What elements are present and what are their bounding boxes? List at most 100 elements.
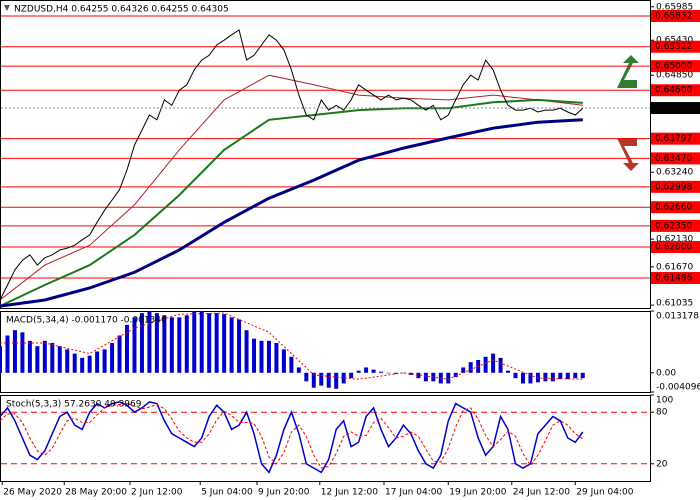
macd-bar <box>229 317 234 373</box>
macd-bar <box>513 372 518 379</box>
y-tick-label: 20 <box>656 459 668 469</box>
macd-bar <box>416 372 421 379</box>
macd-bar <box>35 346 40 373</box>
macd-bar <box>311 372 316 388</box>
moving-average-line <box>0 118 583 308</box>
macd-bar <box>274 342 279 373</box>
macd-signal-line <box>0 312 583 380</box>
macd-bar <box>117 335 122 373</box>
macd-bar <box>386 372 391 374</box>
y-tick-label: 0.65985 <box>656 2 693 12</box>
macd-bar <box>192 310 197 373</box>
level-label: 0.63797 <box>655 134 692 144</box>
level-label: 0.62998 <box>655 182 692 192</box>
x-tick-label: 28 May 20:00 <box>65 488 127 498</box>
level-label-box <box>651 84 700 97</box>
level-label: 0.61486 <box>655 273 692 283</box>
main-panel-frame <box>0 0 651 309</box>
y-tick-label: 0.013178 <box>656 312 699 322</box>
macd-bar <box>57 346 62 373</box>
macd-bar <box>379 371 384 373</box>
level-label-box <box>651 132 700 145</box>
level-label: 0.64600 <box>655 86 692 96</box>
macd-bar <box>139 313 144 373</box>
macd-bar <box>349 372 354 379</box>
macd-bar <box>0 346 2 373</box>
x-tick-label: 2 Jun 12:00 <box>131 488 183 498</box>
x-tick-label: 9 Jun 20:00 <box>258 488 310 498</box>
y-tick-label: -0.004096 <box>656 383 700 393</box>
level-label-box <box>651 152 700 165</box>
moving-average-line <box>0 74 583 301</box>
y-tick-label: 0.00 <box>656 368 676 378</box>
macd-bar <box>147 310 152 373</box>
y-tick-label: 100 <box>656 396 673 406</box>
y-tick-label: 0.64850 <box>656 71 693 81</box>
y-tick-label: 0.62130 <box>656 235 693 245</box>
panel-title: NZDUSD,H4 0.64255 0.64326 0.64255 0.6430… <box>14 5 229 15</box>
level-label: 0.65322 <box>655 42 692 52</box>
macd-bar <box>12 330 17 373</box>
macd-bar <box>80 357 85 373</box>
macd-bar <box>154 313 159 373</box>
macd-bar <box>222 314 227 373</box>
macd-bar <box>252 338 257 373</box>
macd-bar <box>423 372 428 382</box>
macd-bar <box>453 372 458 378</box>
macd-bar <box>199 310 204 373</box>
macd-bar <box>506 370 511 373</box>
macd-bar <box>319 372 324 386</box>
macd-bar <box>20 332 25 373</box>
level-label: 0.65000 <box>655 62 692 72</box>
macd-bar <box>259 340 264 373</box>
level-label: 0.62000 <box>655 242 692 252</box>
x-tick-label: 12 Jun 12:00 <box>321 488 378 498</box>
macd-bar <box>565 372 570 380</box>
macd-bar <box>341 372 346 384</box>
x-tick-label: 24 Jun 12:00 <box>513 488 570 498</box>
symbol-icon <box>4 5 10 11</box>
macd-bar <box>266 340 271 373</box>
panel-title: Stoch(5,3,3) 57.2630 49.3969 <box>6 400 142 410</box>
macd-bar <box>520 372 525 384</box>
macd-bar <box>50 342 55 373</box>
macd-bar <box>27 340 32 373</box>
macd-bar <box>543 372 548 382</box>
macd-bar <box>296 367 301 373</box>
macd-bar <box>244 330 249 373</box>
macd-bar <box>214 313 219 373</box>
y-tick-label: 0.61035 <box>656 299 693 309</box>
macd-bar <box>573 372 578 379</box>
macd-bar <box>393 372 398 374</box>
macd-bar <box>169 317 174 373</box>
macd-bar <box>356 370 361 373</box>
macd-bar <box>528 372 533 384</box>
macd-bar <box>468 362 473 373</box>
macd-bar <box>5 335 10 373</box>
macd-bar <box>550 372 555 382</box>
macd-bar <box>408 372 413 375</box>
macd-bar <box>326 372 331 388</box>
macd-bar <box>461 367 466 373</box>
stoch-panel-frame <box>0 395 651 482</box>
macd-bar <box>207 313 212 373</box>
macd-bar <box>132 317 137 373</box>
macd-bar <box>334 372 339 389</box>
stoch-line <box>0 401 584 474</box>
macd-bar <box>483 356 488 373</box>
x-tick-label: 17 Jun 04:00 <box>385 488 442 498</box>
macd-bar <box>364 367 369 373</box>
moving-average-line <box>0 98 583 308</box>
x-tick-label: 26 May 2020 <box>3 488 62 498</box>
level-label: 0.63470 <box>655 154 692 164</box>
macd-bar <box>65 349 70 373</box>
macd-bar <box>110 342 115 373</box>
x-tick-label: 29 Jun 04:00 <box>576 488 633 498</box>
x-tick-label: 5 Jun 04:00 <box>201 488 253 498</box>
level-label: 0.62660 <box>655 203 692 213</box>
level-label-box <box>651 271 700 284</box>
macd-bar <box>177 317 182 373</box>
macd-bar <box>72 353 77 373</box>
